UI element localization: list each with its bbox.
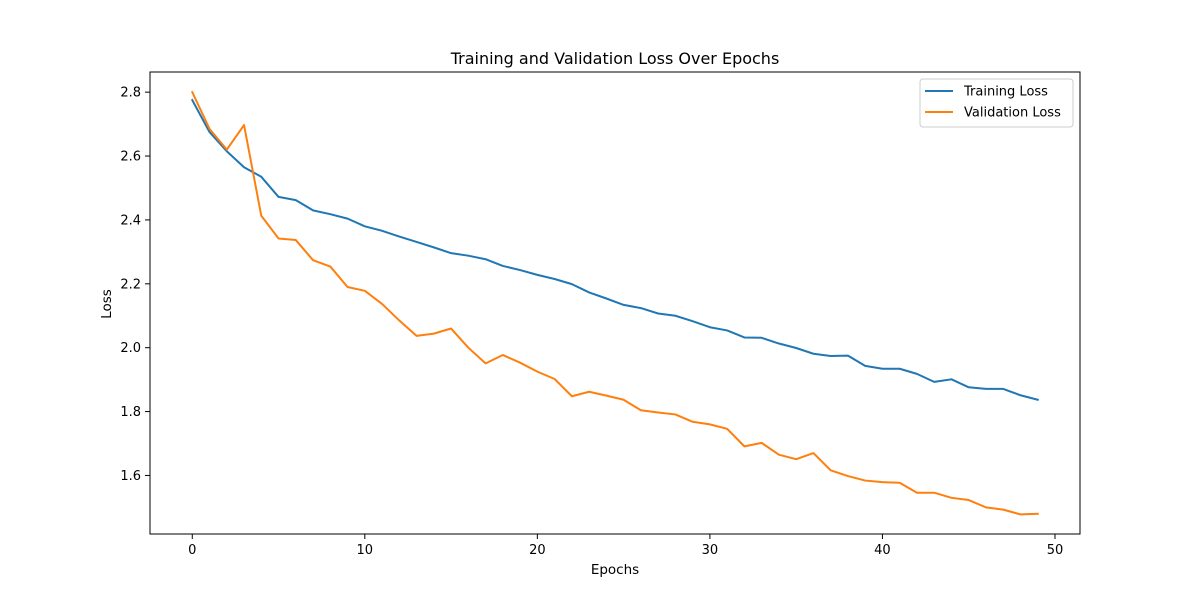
y-axis-label: Loss (99, 289, 115, 319)
x-tick-label: 50 (1047, 543, 1064, 558)
plot-area: 0 10 20 30 40 50 1.6 1.8 2.0 2.2 2.4 2.6 2.8 (120, 71, 1081, 558)
series-line-training-loss (190, 98, 1039, 401)
axes-frame (149, 71, 1081, 535)
legend-label-training-loss: Training Loss (963, 85, 1048, 100)
legend-box (919, 78, 1074, 128)
y-tick-label: 2.6 (120, 150, 141, 165)
x-axis-label: Epochs (591, 562, 639, 578)
y-tick-label: 2.8 (120, 86, 141, 101)
x-tick-label: 30 (702, 543, 719, 558)
x-tick-label: 40 (874, 543, 891, 558)
y-tick-label: 1.8 (120, 405, 141, 420)
x-tick-label: 0 (188, 543, 196, 558)
legend-label-validation-loss: Validation Loss (964, 106, 1061, 121)
x-tick-label: 20 (529, 543, 546, 558)
chart-title: Training and Validation Loss Over Epochs (450, 49, 780, 68)
y-tick-label: 1.6 (120, 469, 141, 484)
y-tick-label: 2.4 (120, 213, 141, 228)
series-line-validation-loss (190, 90, 1039, 516)
y-tick-label: 2.2 (120, 277, 141, 292)
legend: Training Loss Validation Loss (919, 78, 1074, 128)
x-tick-label: 10 (357, 543, 374, 558)
y-tick-label: 2.0 (120, 341, 141, 356)
